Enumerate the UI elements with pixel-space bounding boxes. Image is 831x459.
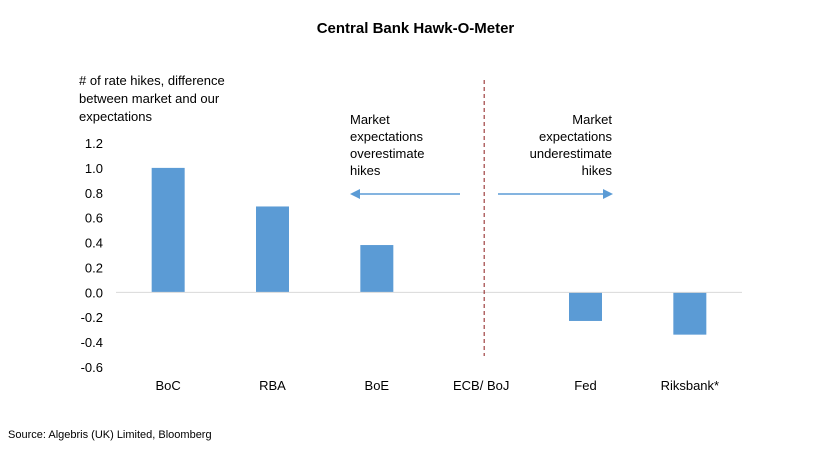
x-tick-label: Fed xyxy=(574,378,596,393)
bar-riksbank xyxy=(673,292,707,335)
y-tick-label: 1.0 xyxy=(85,161,103,176)
annotation-overestimate: Market expectations overestimate hikes xyxy=(350,112,425,178)
chart-title: Central Bank Hawk-O-Meter xyxy=(316,20,515,37)
bar-boe xyxy=(360,245,394,293)
y-tick-label: 0.6 xyxy=(85,211,103,226)
y-tick-label: -0.2 xyxy=(81,310,103,325)
y-tick-label: 0.8 xyxy=(85,186,103,201)
annotation-underestimate: Market expectations underestimate hikes xyxy=(529,112,612,178)
y-tick-label: 1.2 xyxy=(85,136,103,151)
bar-fed xyxy=(569,292,602,321)
x-tick-label: BoE xyxy=(365,378,390,393)
y-tick-label: 0.2 xyxy=(85,260,103,275)
right-arrow-icon xyxy=(603,189,613,199)
y-tick-label: 0.0 xyxy=(85,285,103,300)
y-axis-label: # of rate hikes, difference between mark… xyxy=(79,73,225,124)
left-arrow-icon xyxy=(350,189,360,199)
y-tick-label: -0.6 xyxy=(81,360,103,375)
x-tick-label: RBA xyxy=(259,378,286,393)
bar-rba xyxy=(256,206,289,293)
y-tick-label: -0.4 xyxy=(81,335,103,350)
x-tick-label: ECB/ BoJ xyxy=(453,378,509,393)
source-note: Source: Algebris (UK) Limited, Bloomberg xyxy=(8,429,212,441)
y-tick-label: 0.4 xyxy=(85,236,103,251)
x-tick-label: BoC xyxy=(156,378,181,393)
x-tick-label: Riksbank* xyxy=(661,378,720,393)
bar-boc xyxy=(151,167,185,293)
